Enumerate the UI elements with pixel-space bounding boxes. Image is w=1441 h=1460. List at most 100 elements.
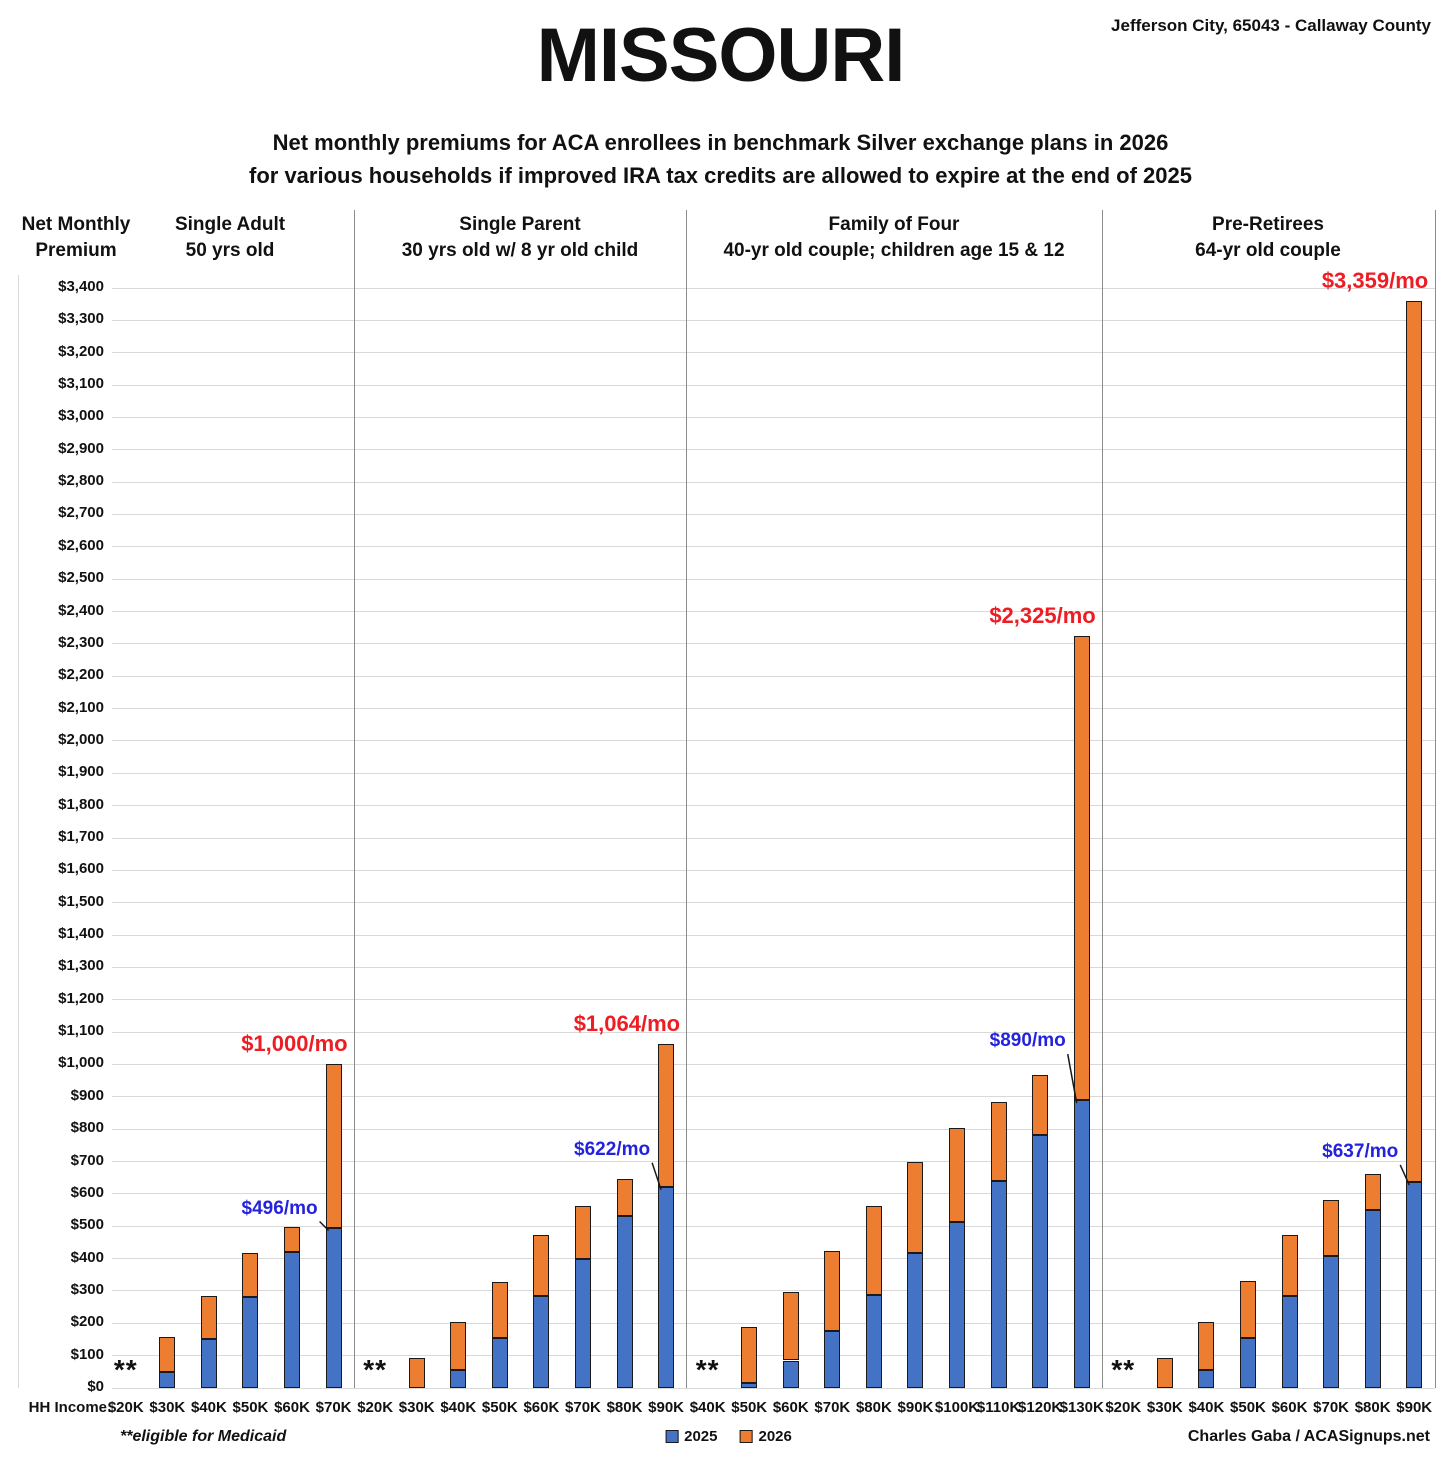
y-tick-label: $1,600 (58, 860, 104, 878)
bar-2025 (533, 1295, 550, 1388)
gridline (112, 546, 1435, 548)
y-tick-label: $2,200 (58, 666, 104, 684)
bar-2026 (949, 1128, 966, 1222)
income-label: $60K (274, 1399, 310, 1416)
y-tick-label: $2,400 (58, 601, 104, 619)
y-tick-label: $2,100 (58, 698, 104, 716)
bar-2025 (450, 1369, 467, 1388)
y-tick-label: $600 (70, 1183, 104, 1201)
bar-2025 (782, 1360, 799, 1388)
group-subtitle: 30 yrs old w/ 8 yr old child (401, 240, 639, 261)
medicaid-marker: ** (363, 1354, 388, 1385)
gridline (112, 708, 1435, 710)
y-tick-label: $700 (70, 1151, 104, 1169)
bar-2026 (1239, 1280, 1256, 1338)
location-label: Jefferson City, 65043 - Callaway County (1111, 16, 1431, 35)
y-tick-label: $3,400 (58, 278, 104, 295)
gridline (112, 1096, 1435, 1098)
bar-2026 (159, 1337, 176, 1373)
income-label: $60K (1271, 1399, 1308, 1416)
chart-subtitle: Net monthly premiums for ACA enrollees i… (0, 126, 1441, 192)
y-tick-label: $100 (70, 1345, 104, 1363)
bar-2025 (616, 1215, 633, 1388)
bar-2026 (1198, 1322, 1215, 1370)
page-title: MISSOURI (536, 13, 906, 98)
gridline (112, 1031, 1435, 1033)
income-label: $40K (689, 1399, 726, 1416)
x-axis-title: HH Income: (28, 1399, 112, 1416)
bar-2026 (907, 1161, 924, 1254)
group-separator (353, 210, 355, 1388)
income-label: $80K (1354, 1399, 1391, 1416)
gridline (112, 611, 1435, 613)
group-subtitle: 40-yr old couple; children age 15 & 12 (723, 240, 1065, 261)
y-tick-label: $2,600 (58, 536, 104, 554)
income-label: $30K (398, 1399, 435, 1416)
income-label: $40K (440, 1399, 477, 1416)
group-separator (1434, 210, 1436, 1388)
gridline (112, 934, 1435, 936)
annotation-total: $1,000/mo (241, 1031, 348, 1057)
gridline (112, 1128, 1435, 1130)
bar-2026 (284, 1227, 301, 1252)
y-tick-label: $900 (70, 1086, 104, 1104)
gridline (112, 999, 1435, 1001)
medicaid-footnote: **eligible for Medicaid (120, 1428, 287, 1445)
income-label: $50K (731, 1399, 768, 1416)
credit-label: Charles Gaba / ACASignups.net (1187, 1428, 1430, 1445)
gridline (112, 352, 1435, 354)
bar-2025 (574, 1259, 591, 1388)
bar-2025 (1323, 1256, 1340, 1388)
bar-2025 (949, 1221, 966, 1388)
income-label: $60K (772, 1399, 809, 1416)
income-label: $20K (107, 1399, 144, 1416)
group-subtitle: 64-yr old couple (1195, 240, 1341, 261)
y-tick-label: $2,000 (58, 730, 104, 748)
y-tick-label: $1,200 (58, 989, 104, 1007)
income-label: $90K (648, 1399, 685, 1416)
y-axis-title-line-1: Net Monthly (21, 214, 131, 235)
group-header-family-of-four: Family of Four 40-yr old couple; childre… (684, 212, 1104, 264)
income-label: $110K (976, 1399, 1021, 1416)
income-label: $20K (1105, 1399, 1142, 1416)
bar-2025 (491, 1337, 508, 1388)
annotation-2025: $637/mo (1322, 1140, 1399, 1162)
bar-2026 (1364, 1173, 1381, 1210)
bar-2025 (1239, 1337, 1256, 1388)
group-separator (1102, 210, 1103, 1388)
bar-2025 (658, 1186, 675, 1388)
gridline (112, 740, 1435, 742)
group-title: Pre-Retirees (1212, 214, 1324, 235)
bar-2026 (990, 1101, 1007, 1182)
group-header-single-adult: Single Adult 50 yrs old (60, 212, 400, 264)
bar-2026 (491, 1281, 508, 1338)
gridline (112, 805, 1435, 807)
medicaid-marker: ** (1111, 1354, 1136, 1385)
bar-2026 (1032, 1074, 1049, 1136)
gridline (112, 1063, 1435, 1065)
legend-item-2025: 2025 (665, 1428, 718, 1445)
y-tick-label: $2,500 (58, 569, 104, 587)
gridline (112, 319, 1435, 321)
gridline (112, 1193, 1435, 1195)
bar-2026 (533, 1234, 550, 1296)
income-label: $50K (481, 1399, 518, 1416)
group-title: Family of Four (828, 214, 960, 235)
bar-2026 (200, 1295, 217, 1339)
gridline (112, 384, 1435, 386)
gridline (112, 513, 1435, 515)
y-tick-label: $200 (70, 1313, 104, 1331)
gridline (112, 1290, 1435, 1292)
group-title: Single Adult (174, 214, 286, 235)
annotation-total: $1,064/mo (573, 1010, 681, 1036)
bar-2025 (1198, 1369, 1215, 1388)
income-label: $40K (1188, 1399, 1225, 1416)
y-tick-label: $3,000 (58, 407, 104, 425)
gridline (112, 837, 1435, 839)
bar-2025 (284, 1251, 301, 1388)
bar-2026 (1323, 1200, 1340, 1256)
bar-2025 (865, 1295, 882, 1388)
income-label: $80K (855, 1399, 892, 1416)
income-label: $40K (190, 1399, 227, 1416)
group-subtitle: 50 yrs old (185, 240, 275, 261)
